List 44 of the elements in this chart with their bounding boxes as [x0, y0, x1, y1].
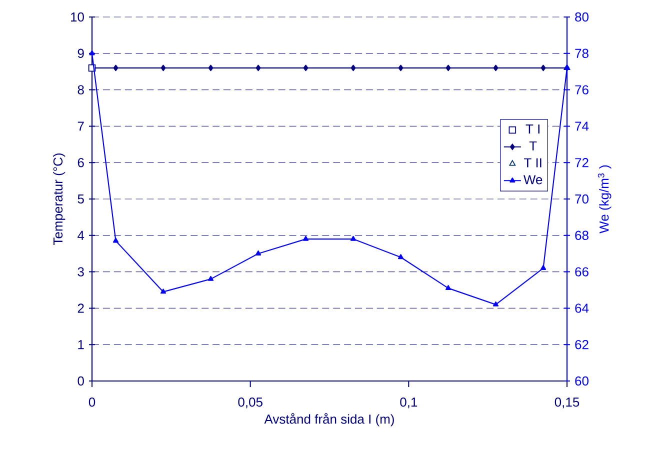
y2-axis-title: We (kg/m$^{3}$ ) [598, 165, 612, 234]
y-tick-label: 1 [78, 340, 84, 350]
point [302, 236, 309, 241]
y-tick-label: 3 [78, 267, 84, 276]
x-tick-label: 0 [88, 398, 96, 407]
point [112, 238, 119, 243]
y2-tick-label: 80 [575, 12, 588, 22]
y2-tick-label: 70 [575, 194, 588, 204]
y-tick-label: 6 [78, 158, 84, 168]
point [445, 285, 452, 290]
point [398, 254, 404, 260]
y-axis-title: Temperatur (°C) [53, 154, 66, 246]
legend-label: We [524, 175, 542, 184]
y2-tick-label: 74 [575, 122, 589, 131]
point [350, 236, 356, 241]
y-tick-label: 4 [78, 230, 84, 240]
y-tick-label: 0 [78, 376, 84, 386]
y2-tick-label: 76 [575, 85, 588, 94]
point [492, 301, 499, 306]
point [160, 288, 166, 294]
x-tick-label: 0,15 [554, 398, 580, 408]
point [89, 50, 95, 56]
y-tick-label: 7 [78, 122, 84, 131]
y2-tick-label: 72 [575, 158, 588, 168]
legend-label: T I [526, 124, 540, 134]
legend-label: T II [524, 158, 542, 168]
y-tick-label: 2 [78, 304, 84, 313]
y2-tick-label: 64 [575, 304, 589, 313]
legend-label: T [529, 141, 537, 150]
y-tick-label: 5 [78, 194, 84, 204]
x-axis-title: Avstånd från sida I (m) [264, 413, 394, 426]
y2-tick-label: 66 [575, 267, 588, 276]
y2-tick-label: 62 [575, 340, 588, 350]
y2-tick-label: 78 [575, 48, 588, 58]
y2-tick-label: 68 [575, 230, 588, 240]
point [208, 276, 214, 281]
y-tick-label: 10 [70, 12, 84, 22]
point [540, 265, 546, 270]
y-tick-label: 8 [78, 85, 84, 94]
point [255, 250, 262, 256]
y2-tick-label: 60 [575, 376, 588, 386]
x-tick-label: 0,05 [238, 398, 262, 408]
x-tick-label: 0,1 [400, 398, 418, 408]
y-tick-label: 9 [78, 48, 84, 58]
